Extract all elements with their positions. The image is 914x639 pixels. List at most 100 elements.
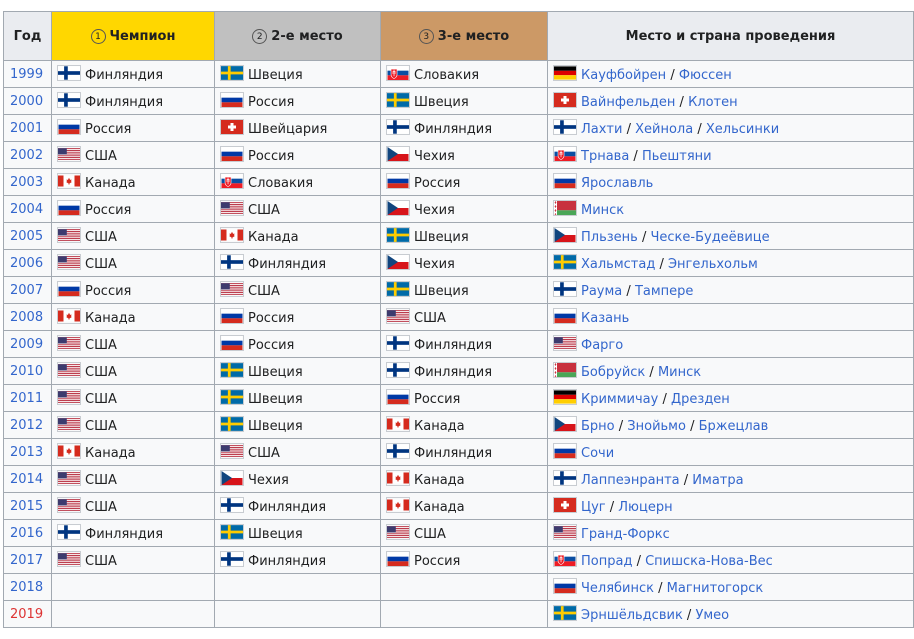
country-name: США: [85, 392, 117, 407]
venue-link[interactable]: Эрншёльдсвик: [581, 608, 683, 623]
header-second-place[interactable]: 2 2-е место: [214, 11, 381, 61]
year-link[interactable]: 2017: [10, 552, 44, 568]
year-link[interactable]: 2011: [10, 390, 44, 406]
champion-cell: США: [51, 492, 215, 520]
year-link[interactable]: 2008: [10, 309, 44, 325]
country-name: Словакия: [248, 176, 314, 191]
year-link[interactable]: 2013: [10, 444, 44, 460]
venue-link[interactable]: Хейнола: [635, 122, 694, 137]
year-link[interactable]: 2018: [10, 579, 44, 595]
venue-link[interactable]: Люцерн: [618, 500, 673, 515]
venue-link[interactable]: Фарго: [581, 338, 624, 353]
country-name: Финляндия: [248, 500, 327, 515]
header-venue[interactable]: Место и страна проведения: [547, 11, 914, 61]
third-place-cell: Россия: [380, 546, 548, 574]
venue-link[interactable]: Ческе-Будеёвице: [650, 230, 770, 245]
venue-link[interactable]: Знойьмо: [627, 419, 686, 434]
venue-link[interactable]: Хельсинки: [705, 122, 780, 137]
venue-link[interactable]: Лахти: [581, 122, 623, 137]
rus-flag-icon: [220, 92, 244, 108]
venue-link[interactable]: Гранд-Форкс: [581, 527, 670, 542]
year-link[interactable]: 2009: [10, 336, 44, 352]
year-link[interactable]: 2003: [10, 174, 44, 190]
venue-link[interactable]: Тампере: [634, 284, 694, 299]
can-flag-icon: [386, 416, 410, 432]
venue-link[interactable]: Умео: [695, 608, 730, 623]
country-name: Россия: [414, 392, 461, 407]
venue-link[interactable]: Сочи: [581, 446, 615, 461]
rus-flag-icon: [57, 281, 81, 297]
venue-link[interactable]: Магнитогорск: [666, 581, 764, 596]
country-name: Россия: [414, 176, 461, 191]
country-name: США: [85, 230, 117, 245]
venue-link[interactable]: Бржецлав: [698, 419, 769, 434]
year-link[interactable]: 2007: [10, 282, 44, 298]
venue-separator: /: [632, 554, 646, 569]
third-place-cell: Чехия: [380, 195, 548, 223]
venue-link[interactable]: Клотен: [688, 95, 738, 110]
year-link[interactable]: 2012: [10, 417, 44, 433]
third-place-cell: Словакия: [380, 60, 548, 88]
fin-flag-icon: [553, 470, 577, 486]
year-link[interactable]: 2016: [10, 525, 44, 541]
venue-link[interactable]: Дрезден: [671, 392, 730, 407]
svk-flag-icon: [220, 173, 244, 189]
year-link[interactable]: 2002: [10, 147, 44, 163]
header-second-label: 2-е место: [271, 28, 343, 44]
venue-link[interactable]: Хальмстад: [581, 257, 656, 272]
venue-link[interactable]: Минск: [657, 365, 702, 380]
venue-link[interactable]: Пьештяни: [641, 149, 712, 164]
year-link[interactable]: 2001: [10, 120, 44, 136]
venue-cell: Казань: [547, 303, 914, 331]
venue-link[interactable]: Цуг: [581, 500, 606, 515]
venue-link[interactable]: Челябинск: [581, 581, 655, 596]
usa-flag-icon: [57, 146, 81, 162]
year-link[interactable]: 2005: [10, 228, 44, 244]
country-name: Финляндия: [414, 446, 493, 461]
year-cell: 2017: [3, 546, 52, 574]
venue-cell: Гранд-Форкс: [547, 519, 914, 547]
venue-link[interactable]: Вайнфельден: [581, 95, 676, 110]
venue-link[interactable]: Фюссен: [678, 68, 732, 83]
venue-link[interactable]: Попрад: [581, 554, 633, 569]
country-name: Россия: [248, 95, 295, 110]
year-link[interactable]: 2010: [10, 363, 44, 379]
second-place-cell: США: [214, 276, 381, 304]
year-link[interactable]: 2019: [10, 606, 44, 622]
year-link[interactable]: 2004: [10, 201, 44, 217]
venue-link[interactable]: Спишска-Нова-Вес: [645, 554, 773, 569]
year-link[interactable]: 2015: [10, 498, 44, 514]
can-flag-icon: [220, 227, 244, 243]
venue-link[interactable]: Кауфбойрен: [581, 68, 667, 83]
venue-link[interactable]: Раума: [581, 284, 623, 299]
venue-link[interactable]: Ярославль: [581, 176, 654, 191]
venue-link[interactable]: Минск: [581, 203, 625, 218]
venue-link[interactable]: Лаппеэнранта: [581, 473, 680, 488]
second-place-cell: Словакия: [214, 168, 381, 196]
sui-flag-icon: [220, 119, 244, 135]
venue-link[interactable]: Энгельхольм: [667, 257, 758, 272]
year-link[interactable]: 2006: [10, 255, 44, 271]
year-link[interactable]: 1999: [10, 66, 44, 82]
year-cell: 2005: [3, 222, 52, 250]
venue-link[interactable]: Казань: [581, 311, 630, 326]
venue-link[interactable]: Пльзень: [581, 230, 638, 245]
country-name: США: [85, 365, 117, 380]
year-link[interactable]: 2000: [10, 93, 44, 109]
year-link[interactable]: 2014: [10, 471, 44, 487]
venue-link[interactable]: Криммичау: [581, 392, 659, 407]
venue-link[interactable]: Иматра: [692, 473, 744, 488]
venue-link[interactable]: Трнава: [581, 149, 630, 164]
champion-cell: Канада: [51, 168, 215, 196]
second-place-cell: Россия: [214, 141, 381, 169]
venue-link[interactable]: Брно: [581, 419, 615, 434]
usa-flag-icon: [220, 443, 244, 459]
header-champion[interactable]: 1 Чемпион: [51, 11, 215, 61]
header-year[interactable]: Год: [3, 11, 52, 61]
header-third-place[interactable]: 3 3-е место: [380, 11, 548, 61]
venue-link[interactable]: Бобруйск: [581, 365, 646, 380]
third-place-cell: Финляндия: [380, 357, 548, 385]
country-name: Швеция: [414, 230, 469, 245]
second-place-cell: Россия: [214, 330, 381, 358]
usa-flag-icon: [57, 335, 81, 351]
